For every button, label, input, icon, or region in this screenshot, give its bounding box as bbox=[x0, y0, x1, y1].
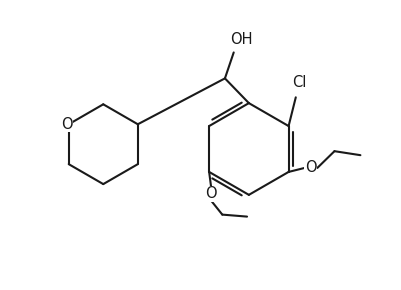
Text: OH: OH bbox=[229, 32, 251, 47]
Text: O: O bbox=[205, 186, 217, 201]
Text: O: O bbox=[61, 117, 72, 132]
Text: Cl: Cl bbox=[291, 75, 306, 90]
Text: O: O bbox=[304, 160, 316, 175]
